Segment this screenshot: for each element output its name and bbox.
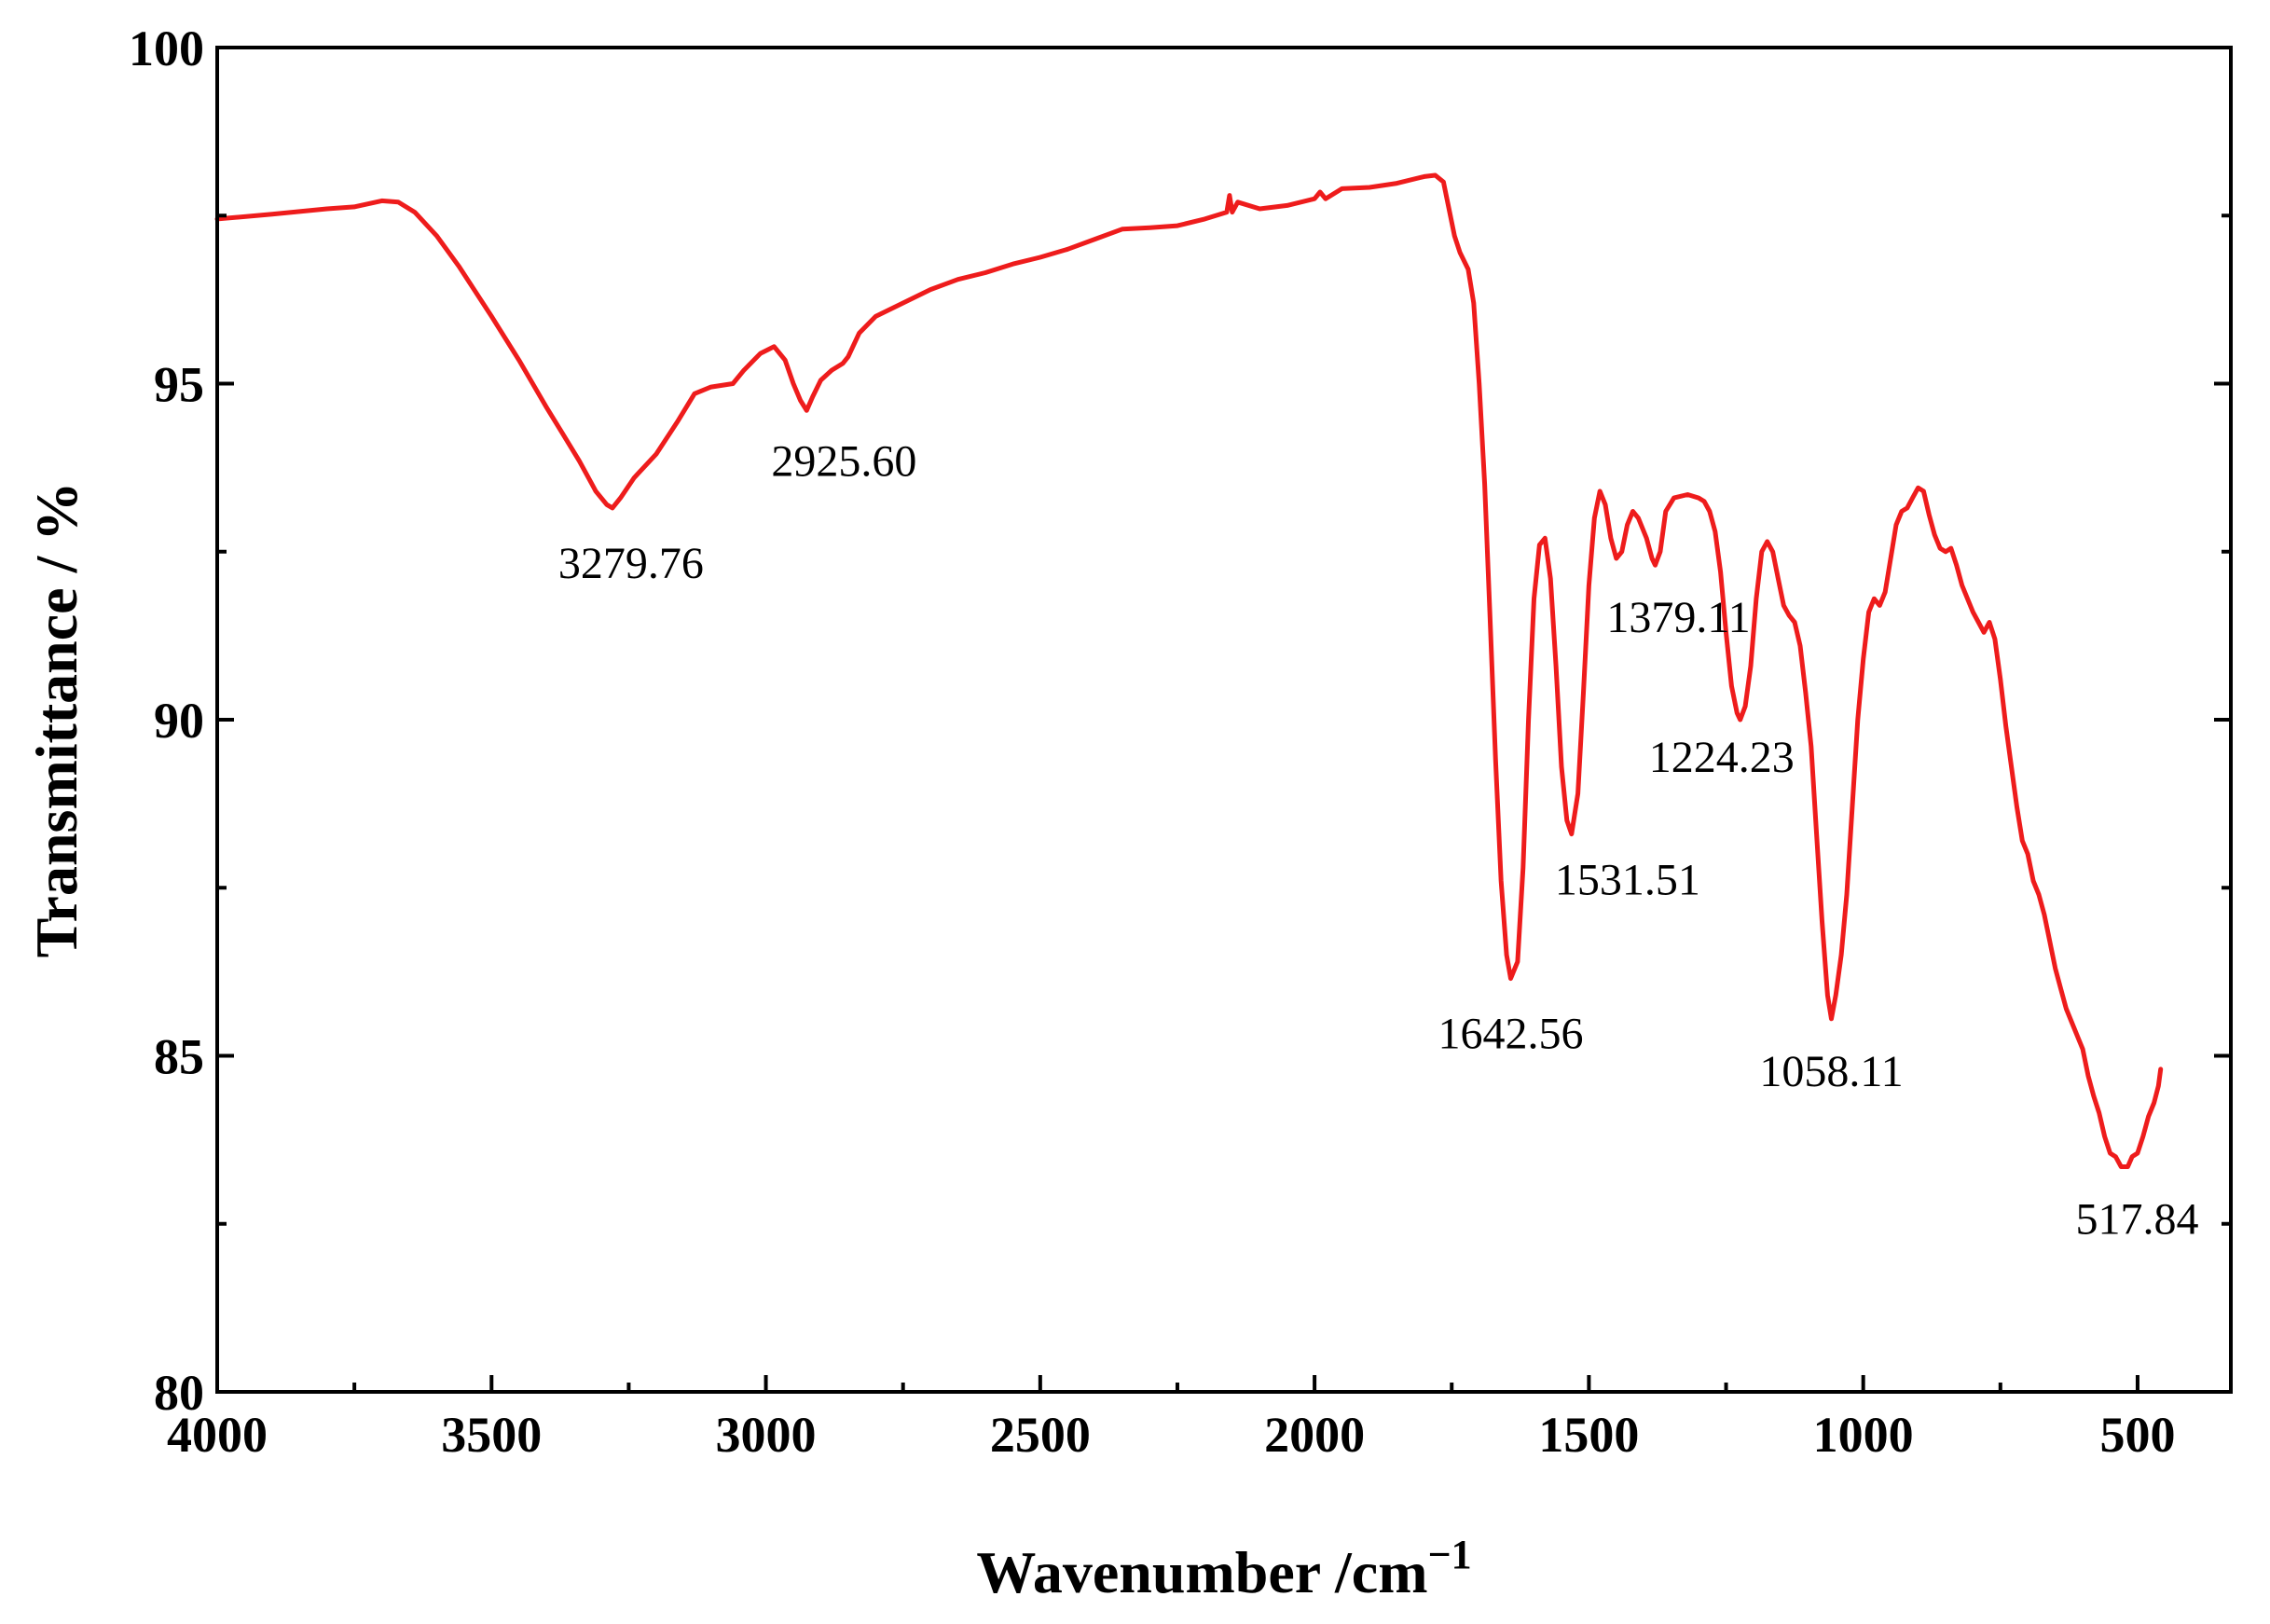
peak-label: 2925.60 — [771, 436, 916, 486]
y-tick-label: 90 — [154, 693, 204, 749]
y-tick-label: 85 — [154, 1029, 204, 1085]
x-tick-label: 2000 — [1264, 1407, 1365, 1463]
peak-label: 1642.56 — [1438, 1010, 1583, 1059]
x-tick-label: 2500 — [990, 1407, 1091, 1463]
data-layer: 3279.76 2925.60 1642.56 1531.51 1379.11 1224.… — [214, 172, 2198, 1244]
tick-layer: 4000 3500 3000 2500 2000 1500 1000 500 80 85 90 95 1… — [129, 21, 2231, 1463]
peak-label: 517.84 — [2075, 1194, 2198, 1244]
x-tick-label: 3000 — [716, 1407, 817, 1463]
x-axis-title-superscript: −1 — [1428, 1532, 1472, 1577]
peak-label: 1224.23 — [1649, 733, 1795, 782]
y-tick-label: 100 — [129, 21, 204, 76]
x-tick-label: 3500 — [441, 1407, 542, 1463]
x-tick-label: 4000 — [167, 1407, 268, 1463]
peak-label: 3279.76 — [558, 539, 704, 588]
y-tick-label: 95 — [154, 357, 204, 413]
peak-label: 1058.11 — [1759, 1047, 1903, 1096]
x-tick-label: 1000 — [1813, 1407, 1914, 1463]
y-axis-title: Transmittance / % — [23, 482, 89, 958]
x-axis-title: Wavenumber /cm−1 — [976, 1532, 1471, 1605]
x-tick-label: 1500 — [1538, 1407, 1639, 1463]
peak-label: 1379.11 — [1606, 593, 1750, 642]
y-tick-label: 80 — [154, 1365, 204, 1421]
x-tick-label: 500 — [2099, 1407, 2175, 1463]
peak-label: 1531.51 — [1555, 856, 1700, 905]
spectrum-line — [214, 172, 2164, 1169]
x-axis-title-text: Wavenumber /cm — [976, 1539, 1427, 1605]
